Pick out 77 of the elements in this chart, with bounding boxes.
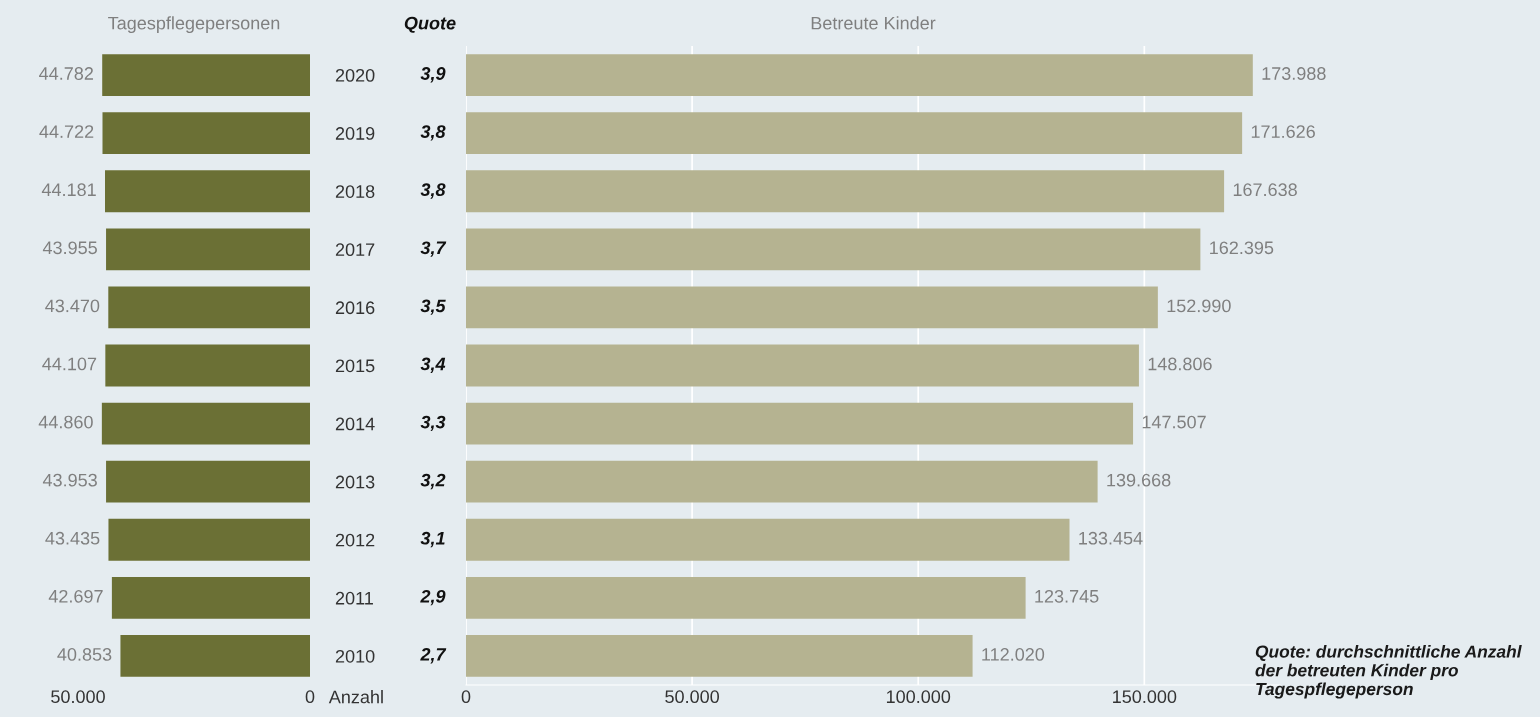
bar (106, 460, 310, 503)
data-label: 152.990 (1167, 299, 1231, 313)
bar (466, 286, 1158, 329)
bar (466, 170, 1225, 213)
x-tick-label: 50.000 (51, 690, 105, 704)
bar (105, 170, 310, 213)
data-label: 44.860 (38, 415, 93, 429)
data-label: 123.745 (1035, 589, 1099, 603)
x-tick-label: 150.000 (1113, 690, 1177, 704)
data-label: 40.853 (57, 648, 112, 661)
bar (466, 54, 1253, 96)
bar (108, 518, 310, 561)
chart-title: Tagespflegepersonen (108, 16, 280, 34)
y-tick-label: 2015 (335, 359, 375, 373)
y-tick-label: 2013 (335, 475, 375, 489)
data-label: 3,4 (420, 357, 446, 373)
data-label: 173.988 (1262, 67, 1326, 80)
bar (102, 112, 310, 155)
data-label: 44.107 (42, 357, 97, 371)
data-label: 43.470 (45, 299, 100, 313)
data-label: 3,7 (420, 241, 447, 257)
data-label: 3,2 (420, 473, 446, 490)
y-tick-label: 2016 (335, 301, 375, 315)
bar (106, 228, 310, 271)
y-tick-label: 2012 (335, 533, 375, 547)
annotation: Quote: durchschnittliche Anzahl der betreuten Kinder pro Tagespflegeperson (1255, 645, 1522, 699)
y-tick-label: 2010 (335, 649, 375, 663)
bar (466, 344, 1139, 387)
data-label: 3,8 (420, 125, 446, 141)
data-label: 112.020 (982, 648, 1045, 661)
data-label: 44.722 (39, 125, 94, 138)
bar (466, 228, 1201, 271)
bar (466, 635, 973, 677)
data-label: 42.697 (48, 589, 103, 603)
data-label: 133.454 (1079, 531, 1143, 545)
data-label: 162.395 (1210, 241, 1274, 255)
data-label: 3,3 (420, 415, 446, 432)
data-label: 167.638 (1233, 183, 1297, 197)
bar (108, 286, 310, 329)
bar (466, 460, 1098, 503)
bar (120, 635, 310, 677)
x-axis-title: Anzahl (328, 690, 383, 704)
data-label: 3,5 (420, 299, 446, 315)
data-label: 171.626 (1251, 125, 1315, 138)
bar (105, 344, 310, 387)
data-label: 3,8 (420, 183, 446, 199)
bar (466, 576, 1026, 619)
data-label: 148.806 (1148, 357, 1212, 371)
bar (466, 518, 1070, 561)
data-label: 2,7 (420, 648, 447, 664)
data-label: 3,1 (420, 531, 445, 548)
data-label: 44.181 (41, 183, 96, 197)
y-tick-label: 2018 (335, 185, 375, 198)
data-label: 43.955 (42, 241, 97, 255)
x-tick-label: 0 (305, 690, 315, 704)
data-label: 3,9 (420, 67, 446, 83)
bar (102, 54, 310, 96)
y-tick-label: 2011 (335, 591, 373, 605)
data-label: 44.782 (39, 67, 93, 80)
bar (466, 402, 1134, 445)
data-label: 147.507 (1142, 415, 1206, 429)
bar (101, 402, 310, 445)
bar (111, 576, 310, 619)
y-tick-label: 2014 (335, 417, 375, 431)
text: Quote (404, 16, 456, 33)
bar (466, 112, 1243, 155)
chart-title: Betreute Kinder (811, 16, 936, 30)
x-tick-label: 50.000 (665, 690, 720, 704)
y-tick-label: 2020 (335, 68, 375, 82)
data-label: 2,9 (420, 589, 446, 606)
x-tick-label: 0 (461, 690, 471, 704)
y-tick-label: 2017 (335, 243, 375, 257)
data-label: 139.668 (1107, 473, 1171, 487)
x-tick-label: 100.000 (886, 690, 951, 704)
data-label: 43.435 (45, 531, 100, 545)
data-label: 43.953 (42, 473, 97, 487)
y-tick-label: 2019 (335, 127, 375, 140)
